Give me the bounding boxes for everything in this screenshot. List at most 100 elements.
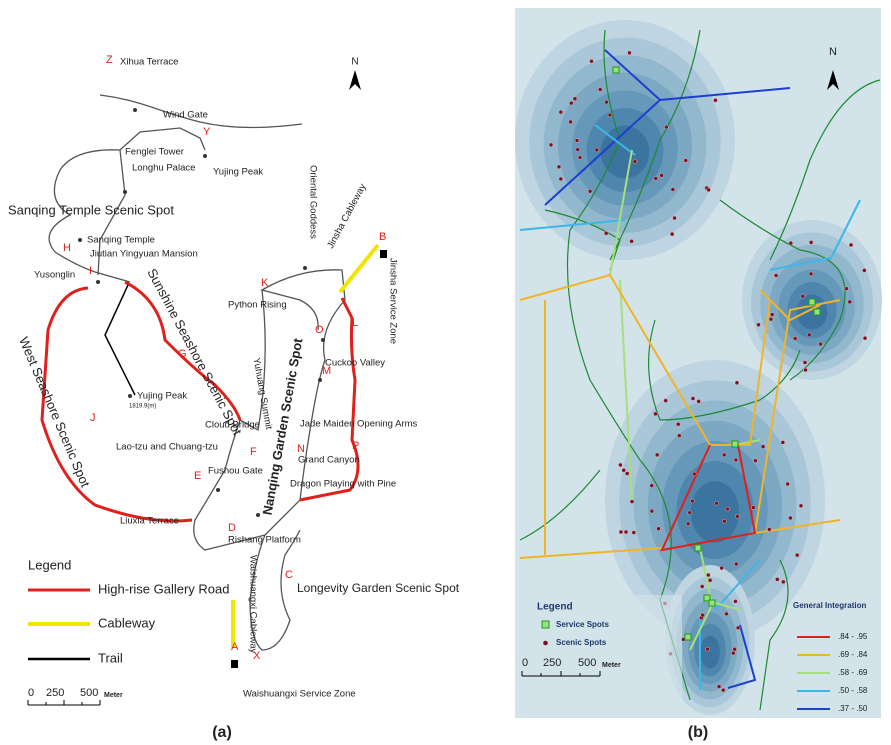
scenic-spot <box>803 361 807 365</box>
scenic-spot <box>654 177 658 181</box>
legend-title: Legend <box>537 602 573 613</box>
point-letter: L <box>352 317 358 329</box>
service-spot <box>613 67 619 73</box>
scenic-spot <box>781 580 785 584</box>
scale-label: 250 <box>543 657 561 669</box>
scenic-spot <box>650 484 654 488</box>
scenic-spot <box>713 98 717 102</box>
scenic-spot <box>767 527 771 531</box>
scenic-spot <box>618 463 622 467</box>
scenic-spot <box>590 59 594 63</box>
scenic-spot <box>724 612 728 616</box>
scenic-spot <box>721 688 725 692</box>
place-label: Wind Gate <box>163 110 208 121</box>
place-label: Fenglei Tower <box>125 147 184 158</box>
scenic-spot <box>619 530 623 534</box>
scenic-spot <box>757 323 761 327</box>
scenic-spot <box>549 143 553 147</box>
scenic-spot <box>786 482 790 486</box>
scenic-spot <box>604 231 608 235</box>
place-dot <box>216 488 220 492</box>
point-letter: H <box>63 242 71 254</box>
point-letter: D <box>228 522 236 534</box>
scenic-spot <box>630 239 634 243</box>
scenic-spot <box>799 504 803 508</box>
point-letter: I <box>89 265 92 277</box>
point-letter: F <box>250 446 257 458</box>
scenic-spot <box>708 578 712 582</box>
scenic-spot <box>706 647 710 651</box>
legend-swatch <box>543 641 548 646</box>
scenic-spot <box>722 453 726 457</box>
scenic-spot <box>775 577 779 581</box>
scenic-spot <box>650 509 654 513</box>
area-label: West Seashore Scenic Spot <box>16 335 93 490</box>
scenic-spot <box>627 51 631 55</box>
scenic-spot <box>624 530 628 534</box>
scenic-spot <box>598 88 602 92</box>
place-dot <box>318 378 322 382</box>
area-label: Sunshine Seashore Scenic Spot <box>144 266 245 438</box>
legend-swatch <box>542 621 549 628</box>
legend-label: .69 - .84 <box>838 650 868 659</box>
legend-label: .37 - .50 <box>838 704 868 713</box>
place-label: Jinsha Service Zone <box>387 258 398 344</box>
legend-label: .84 - .95 <box>838 632 868 641</box>
place-label: Python Rising <box>228 300 287 311</box>
service-spot <box>732 441 738 447</box>
scale-bar <box>28 700 100 705</box>
place-dot <box>203 154 207 158</box>
scenic-spot <box>686 522 690 526</box>
service-spot <box>695 545 701 551</box>
legend-label: Trail <box>98 650 123 665</box>
gallery-road <box>300 298 358 500</box>
place-label: Grand Canyon <box>298 455 360 466</box>
scenic-spot <box>684 158 688 162</box>
scenic-spot <box>632 531 636 535</box>
scenic-spot <box>717 685 721 689</box>
scenic-spot <box>781 440 785 444</box>
scenic-spot <box>559 177 563 181</box>
service-spot <box>709 600 715 606</box>
density-band <box>691 481 739 543</box>
scenic-spot <box>804 368 808 372</box>
legend-title: Legend <box>28 557 71 572</box>
scenic-spot <box>795 553 799 557</box>
scenic-spot <box>751 506 755 510</box>
elevation-label: 1819.9(m) <box>129 404 156 410</box>
scenic-spot <box>844 287 848 291</box>
gallery-road <box>42 288 192 521</box>
scenic-spot <box>578 155 582 159</box>
scenic-spot <box>725 507 729 511</box>
scenic-spot <box>657 527 661 531</box>
density-band <box>700 636 720 669</box>
scenic-spot <box>701 613 705 617</box>
scenic-spot <box>673 216 677 220</box>
scenic-spot <box>595 148 599 152</box>
scenic-spot <box>863 336 867 340</box>
scenic-spot <box>793 337 797 341</box>
point-letter: G <box>178 348 187 360</box>
scenic-spot <box>690 499 694 503</box>
legend-label: Scenic Spots <box>556 638 607 647</box>
legend-title: General Integration <box>793 601 866 610</box>
scenic-spot <box>848 300 852 304</box>
scenic-spot <box>664 399 668 403</box>
place-dot <box>133 108 137 112</box>
scenic-spot <box>733 647 737 651</box>
place-dot <box>96 280 100 284</box>
scenic-spot <box>692 472 696 476</box>
north-label: N <box>829 46 837 58</box>
place-label: Cuckoo Valley <box>325 358 385 369</box>
scenic-spot <box>588 189 592 193</box>
scale-unit: Meter <box>104 692 123 699</box>
scenic-spot <box>807 333 811 337</box>
scenic-spot <box>608 113 612 117</box>
scenic-spot <box>660 173 664 177</box>
area-label: Longevity Garden Scenic Spot <box>297 581 460 595</box>
scenic-spot <box>569 101 573 105</box>
point-letter: A <box>231 641 239 653</box>
place-label: Fushou Gate <box>208 466 263 477</box>
place-label: Liuxia Terrace <box>120 516 179 527</box>
